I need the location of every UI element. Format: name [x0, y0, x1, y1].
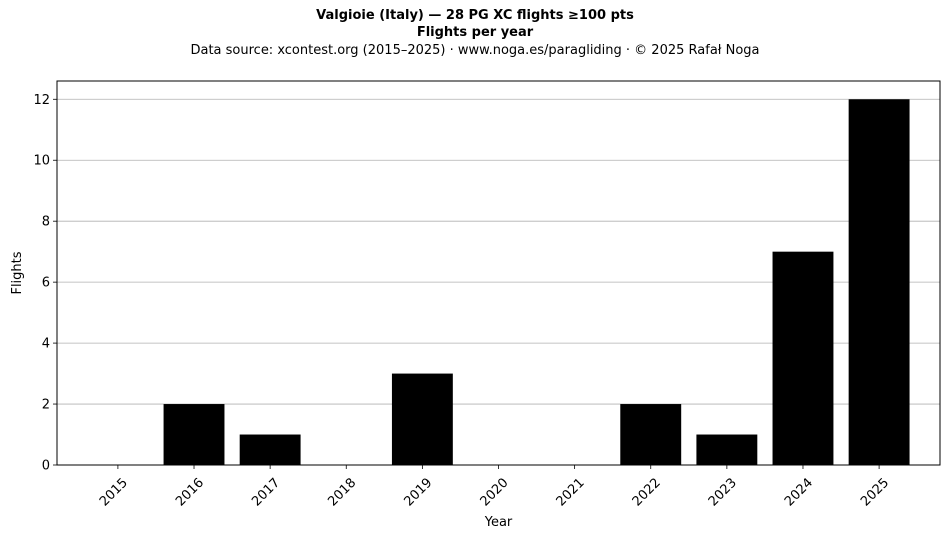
x-tick-label: 2023 — [706, 475, 740, 509]
tick-layer: 0 2 4 6 8 10 12 2015 2016 2017 2018 2019 2020 2021 202… — [33, 93, 892, 510]
y-tick-label: 0 — [42, 459, 50, 474]
chart-subtitle: Flights per year — [416, 25, 534, 40]
x-tick-label: 2025 — [858, 475, 892, 509]
x-tick-label: 2021 — [554, 475, 588, 509]
chart-source-note: Data source: xcontest.org (2015–2025) · … — [190, 43, 760, 58]
y-axis-label: Flights — [10, 251, 25, 294]
x-tick-label: 2017 — [249, 475, 283, 509]
y-tick-label: 2 — [42, 398, 50, 413]
y-tick-label: 10 — [33, 154, 50, 169]
bar-layer — [163, 99, 910, 466]
bar-2023 — [696, 434, 758, 465]
y-tick-label: 4 — [42, 337, 50, 352]
x-tick-label: 2022 — [630, 475, 664, 509]
bar-2016 — [163, 404, 225, 465]
x-tick-label: 2018 — [325, 475, 359, 509]
chart-title: Valgioie (Italy) — 28 PG XC flights ≥100… — [316, 8, 634, 23]
bar-2025 — [848, 99, 910, 466]
x-tick-label: 2019 — [401, 475, 435, 509]
bar-2017 — [239, 434, 301, 465]
x-tick-label: 2016 — [173, 475, 207, 509]
y-tick-label: 12 — [33, 93, 50, 108]
x-tick-label: 2020 — [478, 475, 512, 509]
y-tick-label: 8 — [42, 215, 50, 230]
bar-2019 — [391, 373, 453, 465]
bar-2024 — [772, 251, 834, 465]
y-tick-label: 6 — [42, 276, 50, 291]
bar-2022 — [620, 404, 682, 465]
x-tick-label: 2024 — [782, 475, 816, 509]
x-axis-label: Year — [484, 515, 513, 530]
x-tick-label: 2015 — [97, 475, 131, 509]
